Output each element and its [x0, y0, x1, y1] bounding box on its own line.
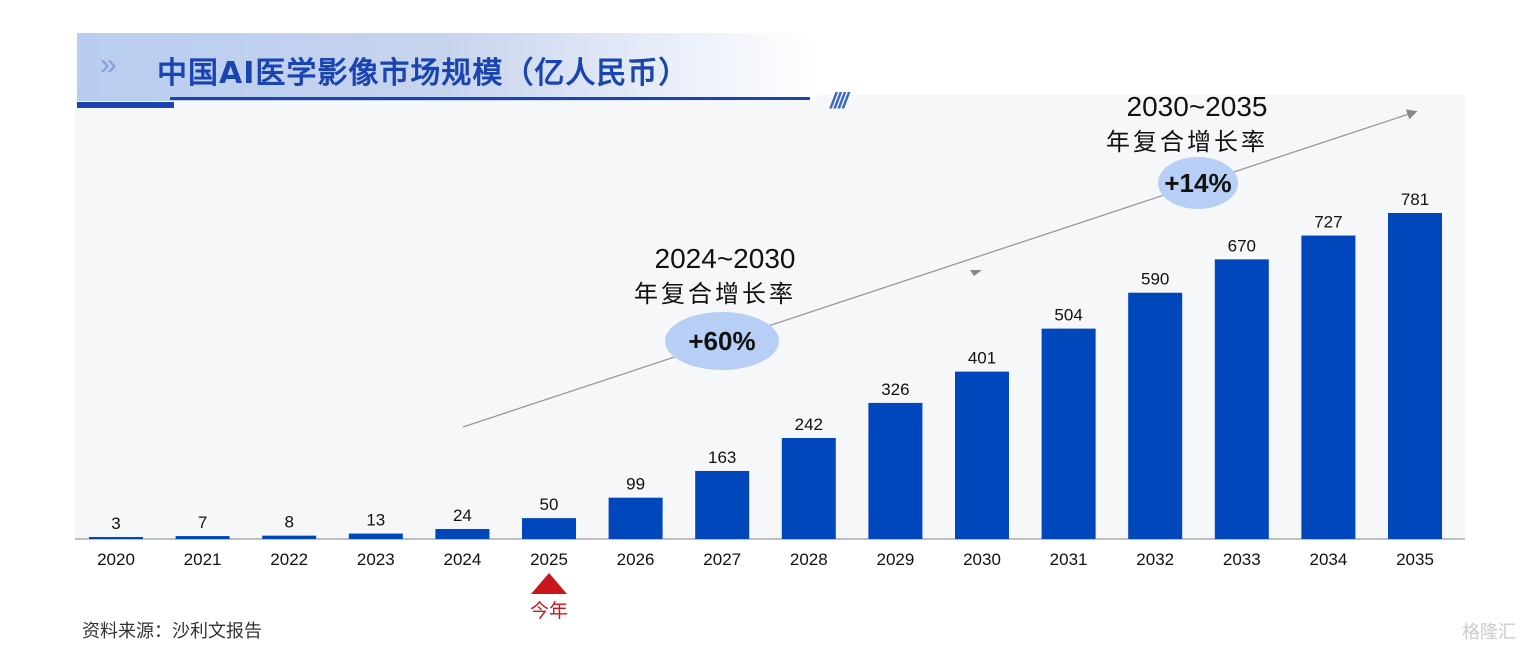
tick-label-2027: 2027 [703, 550, 741, 569]
data-label-2022: 8 [284, 513, 293, 532]
bar-2029 [868, 402, 923, 539]
bar-2026 [608, 497, 663, 539]
trend-arrow [462, 109, 1418, 428]
bar-2034 [1301, 235, 1356, 539]
tick-label-2032: 2032 [1136, 550, 1174, 569]
data-label-2031: 504 [1054, 306, 1082, 325]
data-label-2024: 24 [453, 506, 472, 525]
bar-2032 [1128, 292, 1183, 539]
data-label-2030: 401 [968, 349, 996, 368]
tick-label-2023: 2023 [357, 550, 395, 569]
cagr-bubble-0 [665, 312, 779, 370]
data-label-2027: 163 [708, 448, 736, 467]
tick-label-2030: 2030 [963, 550, 1001, 569]
data-label-2035: 781 [1401, 190, 1429, 209]
bar-2033 [1214, 259, 1269, 539]
title-accent [77, 102, 174, 108]
tick-label-2024: 2024 [443, 550, 481, 569]
tick-label-2033: 2033 [1223, 550, 1261, 569]
cagr-period-0: 2024~2030 [655, 243, 796, 274]
bar-2025 [522, 518, 576, 539]
title-underline [170, 97, 810, 100]
title-bar [77, 33, 817, 101]
cagr-label-0: 年复合增长率 [634, 280, 796, 308]
data-label-2025: 50 [540, 495, 559, 514]
tick-label-2022: 2022 [270, 550, 308, 569]
data-label-2028: 242 [795, 415, 823, 434]
data-label-2032: 590 [1141, 270, 1169, 289]
tick-label-2020: 2020 [97, 550, 135, 569]
bar-2030 [955, 371, 1009, 539]
tick-label-2026: 2026 [617, 550, 655, 569]
data-label-2034: 727 [1314, 213, 1342, 232]
cagr-value-0: +60% [688, 326, 755, 356]
tick-label-2034: 2034 [1309, 550, 1347, 569]
data-label-2033: 670 [1228, 236, 1256, 255]
chart-title: 中国AI医学影像市场规模（亿人民币） [157, 56, 690, 91]
current-year-label: 今年 [530, 600, 568, 622]
tick-label-2029: 2029 [876, 550, 914, 569]
cagr-period-1: 2030~2035 [1127, 91, 1268, 122]
bar-2020 [89, 537, 143, 539]
data-label-2020: 3 [111, 514, 120, 533]
bar-2028 [781, 437, 836, 539]
tick-label-2021: 2021 [184, 550, 222, 569]
data-label-2029: 326 [881, 380, 909, 399]
cagr-value-1: +14% [1164, 168, 1231, 198]
tick-label-2025: 2025 [530, 550, 568, 569]
watermark: 格隆汇 [1462, 622, 1516, 642]
data-label-2021: 7 [198, 513, 207, 532]
bar-2024 [435, 528, 490, 539]
source-note: 资料来源：沙利文报告 [82, 621, 262, 641]
stripes-decoration: //// [830, 88, 849, 113]
bar-2027 [695, 470, 750, 539]
tick-label-2035: 2035 [1396, 550, 1434, 569]
bar-2021 [175, 536, 230, 539]
cagr-bubble-1 [1158, 157, 1238, 209]
chevron-icon: » [100, 48, 117, 81]
bar-2035 [1388, 213, 1442, 539]
bar-2022 [262, 535, 317, 539]
bar-2023 [348, 533, 403, 539]
tick-label-2028: 2028 [790, 550, 828, 569]
bar-2031 [1041, 328, 1096, 539]
trend-arrow-mid [970, 270, 982, 276]
cagr-label-1: 年复合增长率 [1106, 128, 1268, 156]
data-label-2023: 13 [366, 511, 385, 530]
data-label-2026: 99 [626, 475, 645, 494]
tick-label-2031: 2031 [1050, 550, 1088, 569]
current-year-marker-icon [531, 573, 567, 594]
